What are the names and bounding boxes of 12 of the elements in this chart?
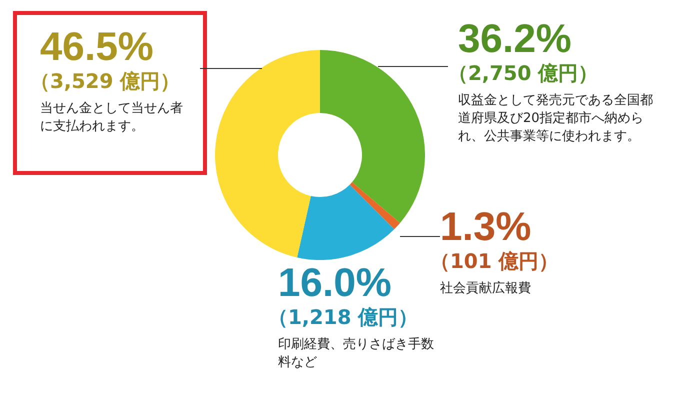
data-label: 36.2% — [458, 17, 572, 61]
data-label: 16.0% — [278, 261, 392, 305]
text: 印刷経費、売りさばき手数料など — [278, 336, 435, 372]
text: 社会貢献広報費 — [440, 280, 532, 298]
text: （101 億円） — [430, 248, 560, 274]
data-label: 46.5% — [40, 25, 154, 69]
text: 当せん金として当せん者に支払われます。 — [40, 100, 184, 136]
text: （3,529 億円） — [30, 68, 182, 94]
text: （2,750 億円） — [448, 60, 600, 86]
text: （1,218 億円） — [268, 304, 420, 330]
data-label: 1.3% — [440, 205, 532, 249]
text: 収益金として発売元である全国都道府県及び20指定都市へ納められ、公共事業等に使われます。 — [458, 92, 654, 146]
